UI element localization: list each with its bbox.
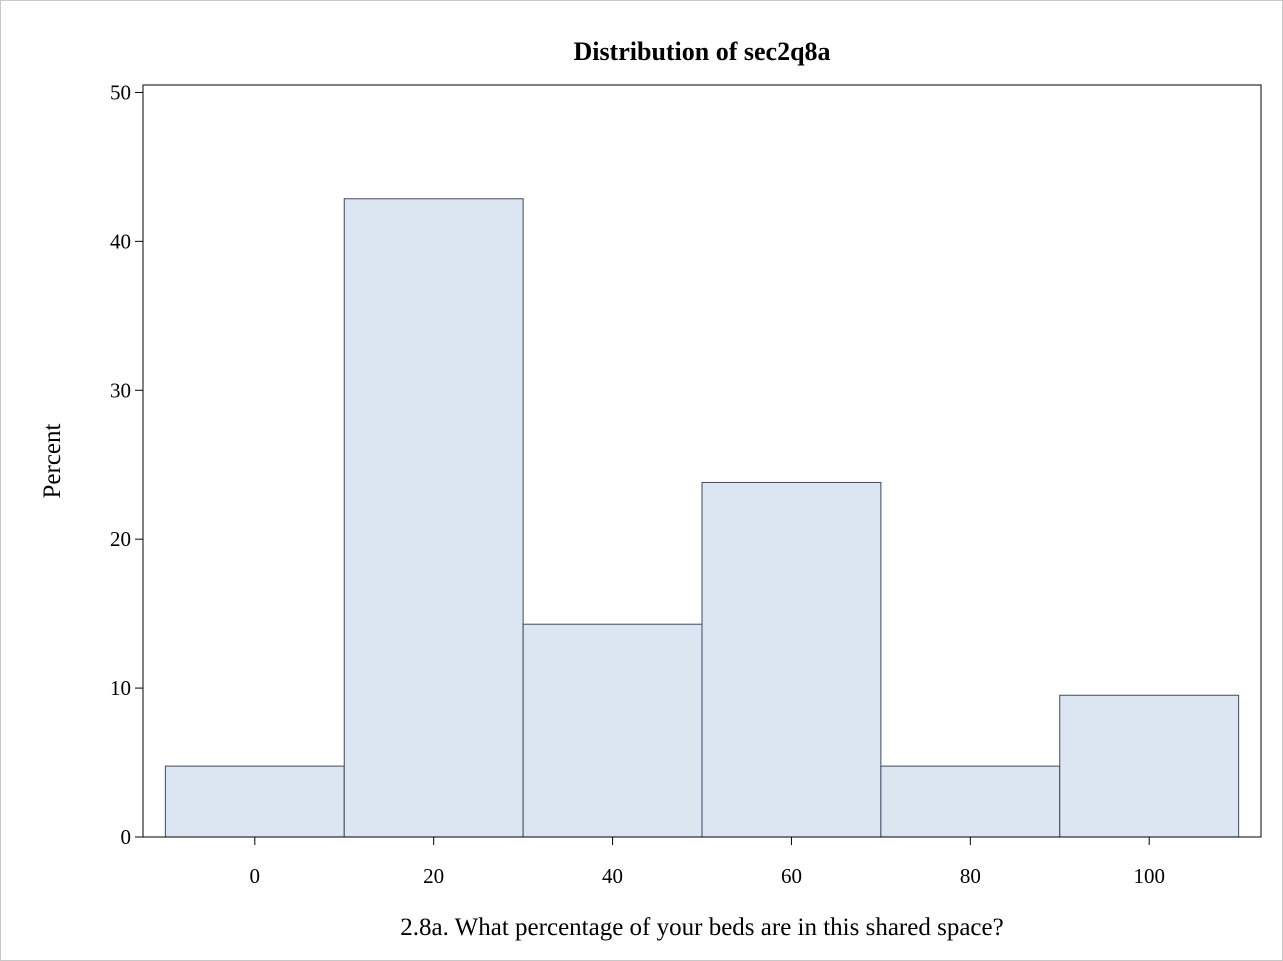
histogram-bar: [522, 623, 703, 838]
y-axis: 0 10 20 30 40 50: [110, 80, 143, 849]
x-axis: 0 20 40 60 80 100: [250, 837, 1165, 888]
x-tick-label: 40: [602, 864, 623, 888]
x-tick-label: 20: [423, 864, 444, 888]
histogram-bar: [164, 765, 345, 838]
plot-area-frame: [142, 84, 1262, 838]
y-axis-label: Percent: [39, 423, 66, 498]
x-tick-label: 80: [960, 864, 981, 888]
x-tick-label: 60: [781, 864, 802, 888]
histogram-bar: [701, 481, 882, 838]
chart-title: Distribution of sec2q8a: [573, 37, 830, 66]
x-axis-label: 2.8a. What percentage of your beds are i…: [400, 914, 1003, 941]
y-tick-label: 40: [110, 229, 131, 253]
histogram-bar: [343, 198, 524, 838]
y-tick-label: 30: [110, 378, 131, 402]
y-tick-label: 20: [110, 527, 131, 551]
histogram-bar: [880, 765, 1061, 838]
x-tick-label: 0: [250, 864, 261, 888]
x-tick-label: 100: [1133, 864, 1165, 888]
y-tick-label: 0: [121, 825, 132, 849]
y-tick-label: 50: [110, 80, 131, 104]
bars-group: [164, 198, 1240, 838]
histogram-bar: [1059, 694, 1240, 838]
y-tick-label: 10: [110, 676, 131, 700]
